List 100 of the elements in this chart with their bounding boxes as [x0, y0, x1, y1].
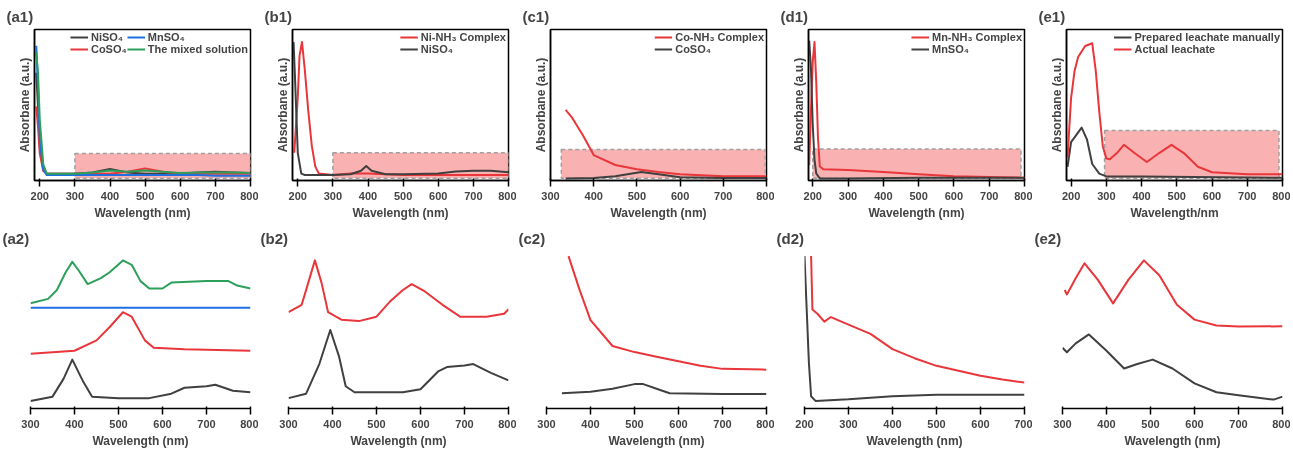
- x-axis-title: Wavelength (nm): [866, 433, 963, 448]
- x-axis-title: Wavelength (nm): [608, 433, 705, 448]
- x-axis-title: Wavelength (nm): [350, 433, 447, 448]
- x-tick-label: 600: [1202, 189, 1222, 202]
- x-tick-label: 700: [464, 189, 483, 202]
- x-tick-label: 300: [838, 189, 858, 202]
- x-tick-label: 800: [240, 417, 259, 430]
- x-tick-label: 800: [1272, 189, 1291, 202]
- legend-label: Actual leachate: [1134, 43, 1216, 55]
- x-tick-label: 700: [713, 417, 732, 430]
- chart-title: (a1): [6, 7, 34, 25]
- chart-title: (e1): [1038, 7, 1066, 25]
- x-tick-label: 400: [584, 189, 603, 202]
- x-tick-label: 800: [1014, 189, 1033, 202]
- chart-title: (b2): [260, 229, 288, 247]
- x-axis-title: Wavelength (nm): [610, 205, 707, 220]
- x-tick-label: 200: [288, 189, 307, 202]
- x-tick-label: 300: [21, 417, 40, 430]
- legend-label: Mn-NH₃ Complex: [931, 31, 1022, 43]
- legend-label: Ni-NH₃ Complex: [420, 31, 506, 43]
- x-tick-label: 700: [1238, 189, 1257, 202]
- x-tick-label: 800: [240, 189, 259, 202]
- x-tick-label: 800: [498, 189, 517, 202]
- x-tick-label: 600: [669, 417, 688, 430]
- x-tick-label: 300: [537, 417, 556, 430]
- x-tick-label: 700: [1014, 417, 1033, 430]
- y-axis-title: Absorbane (a.u.): [17, 57, 32, 153]
- x-tick-label: 600: [971, 417, 990, 430]
- legend-label: NiSO₄: [420, 43, 453, 55]
- x-tick-label: 600: [429, 189, 448, 202]
- x-tick-label: 400: [874, 189, 893, 202]
- x-tick-label: 600: [171, 189, 190, 202]
- chart-title: (d2): [776, 229, 804, 247]
- x-tick-label: 400: [1097, 417, 1116, 430]
- x-tick-label: 600: [411, 417, 430, 430]
- x-tick-label: 300: [323, 189, 343, 202]
- chart-title: (d1): [780, 7, 808, 25]
- x-tick-label: 300: [541, 189, 560, 202]
- x-tick-label: 800: [1272, 417, 1291, 430]
- x-tick-label: 700: [714, 189, 733, 202]
- x-tick-label: 500: [367, 417, 386, 430]
- x-tick-label: 500: [909, 189, 928, 202]
- x-tick-label: 600: [944, 189, 964, 202]
- x-tick-label: 400: [323, 417, 342, 430]
- legend-label: The mixed solution: [147, 43, 248, 55]
- x-tick-label: 500: [1167, 189, 1186, 202]
- x-tick-label: 200: [803, 189, 822, 202]
- x-tick-label: 400: [883, 417, 902, 430]
- x-tick-label: 300: [279, 417, 298, 430]
- x-tick-label: 500: [625, 417, 644, 430]
- x-tick-label: 700: [197, 417, 216, 430]
- x-tick-label: 200: [795, 417, 814, 430]
- x-axis-title: Wavelength (nm): [1124, 433, 1221, 448]
- x-tick-label: 700: [980, 189, 999, 202]
- x-tick-label: 300: [1097, 189, 1116, 202]
- x-tick-label: 500: [109, 417, 128, 430]
- x-tick-label: 500: [927, 417, 946, 430]
- legend-label: MnSO₄: [931, 43, 969, 55]
- x-tick-label: 200: [30, 189, 49, 202]
- legend-label: NiSO₄: [90, 31, 124, 43]
- chart-title: (e2): [1034, 229, 1062, 247]
- chart-title: (a2): [2, 229, 30, 247]
- y-axis-title: Absorbane (a.u.): [533, 57, 548, 153]
- x-tick-label: 400: [65, 417, 84, 430]
- x-tick-label: 700: [455, 417, 474, 430]
- chart-title: (b1): [264, 7, 292, 25]
- chart-title: (c2): [518, 229, 546, 247]
- legend-label: Co-NH₃ Complex: [675, 31, 764, 43]
- x-tick-label: 300: [1053, 417, 1072, 430]
- x-tick-label: 200: [1061, 189, 1081, 202]
- x-tick-label: 600: [1185, 417, 1204, 430]
- x-tick-label: 500: [393, 189, 413, 202]
- x-tick-label: 400: [1132, 189, 1151, 202]
- x-tick-label: 500: [135, 189, 155, 202]
- legend-label: MnSO₄: [147, 31, 185, 43]
- legend-label: CoSO₄: [675, 43, 711, 55]
- x-tick-label: 500: [1141, 417, 1160, 430]
- x-axis-title: Wavelength (nm): [94, 205, 191, 220]
- x-tick-label: 800: [756, 417, 775, 430]
- x-tick-label: 700: [206, 189, 225, 202]
- legend-label: Prepared leachate manually: [1134, 31, 1280, 43]
- x-axis-title: Wavelength (nm): [868, 205, 965, 220]
- x-axis-title: Wavelength/nm: [1130, 205, 1219, 220]
- x-tick-label: 800: [498, 417, 517, 430]
- x-tick-label: 700: [1229, 417, 1248, 430]
- y-axis-title: Absorbane (a.u.): [275, 57, 290, 153]
- x-tick-label: 400: [581, 417, 600, 430]
- x-tick-label: 500: [627, 189, 647, 202]
- x-tick-label: 800: [756, 189, 775, 202]
- x-tick-label: 600: [153, 417, 172, 430]
- x-axis-title: Wavelength (nm): [92, 433, 189, 448]
- x-tick-label: 400: [358, 189, 378, 202]
- chart-title: (c1): [522, 7, 550, 25]
- legend-label: CoSO₄: [90, 43, 127, 55]
- x-tick-label: 400: [100, 189, 120, 202]
- y-axis-title: Absorbane (a.u.): [791, 57, 806, 153]
- x-tick-label: 300: [65, 189, 85, 202]
- y-axis-title: Absorbane (a.u.): [1049, 57, 1064, 153]
- x-tick-label: 600: [670, 189, 690, 202]
- x-tick-label: 300: [839, 417, 858, 430]
